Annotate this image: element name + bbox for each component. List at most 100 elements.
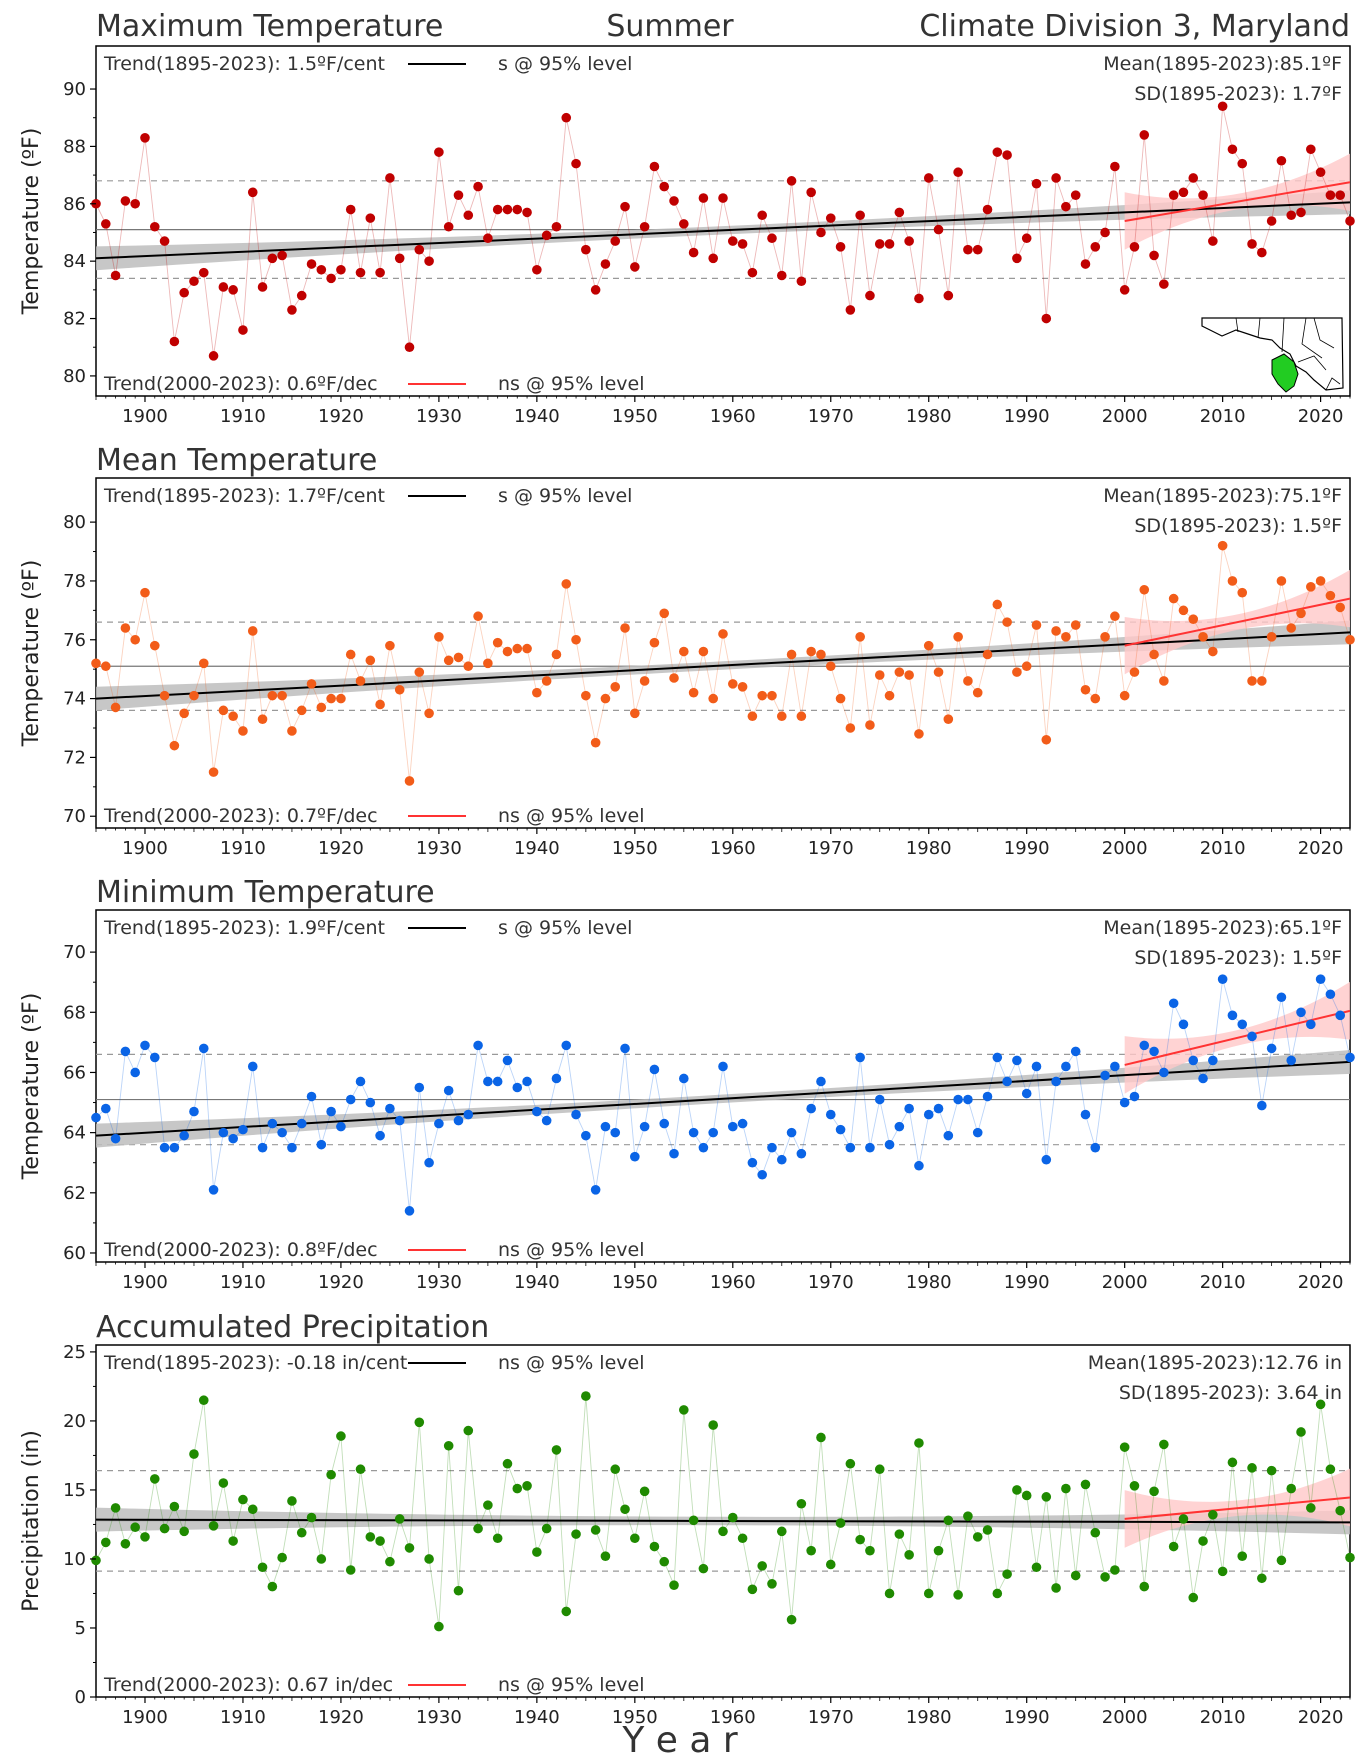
data-point [737,239,748,249]
data-point [1276,155,1287,166]
x-tick-label: 1940 [514,1707,560,1728]
data-point [649,161,660,172]
data-point [1051,173,1061,183]
data-point [1002,1569,1012,1579]
y-tick-label: 80 [63,512,86,533]
mean-annotation: Mean(1895-2023):85.1ºF [1103,53,1342,75]
data-point [1178,187,1189,198]
data-point [669,673,679,683]
data-point [336,693,346,704]
data-point [1110,1061,1120,1072]
data-point [571,1529,581,1539]
data-point [1237,587,1248,598]
data-point [1041,313,1052,324]
data-point [326,273,336,284]
data-point [257,714,268,724]
data-point [483,233,493,244]
trend-short-significance: ns @ 95% level [498,373,644,395]
data-point [1188,614,1199,624]
data-point [923,1588,934,1599]
data-point [345,649,356,660]
data-point [1276,992,1287,1003]
x-tick-label: 2020 [1298,1272,1344,1293]
data-point [963,676,973,686]
data-point [434,147,444,157]
data-point [1188,1592,1199,1603]
data-point [914,1438,924,1448]
y-tick-label: 88 [63,136,86,157]
data-point [179,1526,189,1537]
data-point [972,244,983,255]
data-point [1325,989,1336,1000]
data-point [884,1139,895,1150]
data-point [532,1547,542,1557]
data-point [786,1127,797,1138]
data-point [669,1580,679,1590]
x-tick-label: 2010 [1200,1707,1246,1728]
y-tick-label: 72 [63,747,86,768]
data-point [1129,667,1140,677]
data-point [581,1130,591,1141]
data-point [492,1076,503,1087]
data-point [1217,974,1228,984]
data-point [581,1391,591,1401]
data-point [992,1588,1003,1599]
data-point [600,1121,611,1132]
data-point [1168,593,1179,604]
data-point [894,1121,905,1132]
data-point [443,655,454,666]
y-tick-label: 80 [63,366,86,387]
panel-accumulated-precipitation: Accumulated Precipitation 0 5 10 15 20 25 1900 1… [19,1310,1355,1728]
y-axis-label: Precipitation (in) [19,1430,44,1612]
data-point [247,626,258,636]
data-point [1100,227,1110,238]
data-point [1237,1019,1248,1030]
data-point [1227,576,1238,586]
data-point [316,702,327,713]
data-point [189,690,199,701]
data-point [434,1118,444,1129]
data-point [610,236,621,246]
sd-annotation: SD(1895-2023): 3.64 in [1119,1382,1342,1404]
data-point [620,1043,630,1054]
data-point [1110,611,1120,622]
data-point [1217,1566,1228,1577]
x-tick-label: 2010 [1200,406,1246,427]
data-point [512,204,523,215]
y-tick-label: 62 [63,1183,86,1204]
data-point [1110,1565,1120,1575]
y-tick-label: 10 [63,1549,86,1570]
data-point [1345,1052,1355,1063]
data-point [336,1121,346,1132]
data-point [757,1561,767,1571]
data-point [257,1562,268,1573]
data-point [541,1115,552,1126]
data-point [120,1538,131,1549]
data-point [786,649,797,660]
data-point [992,1052,1003,1063]
data-point [1178,1019,1189,1030]
data-point [639,676,650,686]
data-point [923,173,934,183]
data-point [865,720,875,730]
data-point [198,1043,209,1054]
data-point [953,632,963,642]
data-point [982,1091,993,1102]
data-point [845,305,856,315]
data-point [1296,207,1306,218]
data-point [747,1584,758,1595]
short-trend-line [1124,1496,1350,1520]
data-point [91,1112,101,1123]
data-point [688,687,699,698]
y-tick-label: 86 [63,194,86,215]
data-point [571,634,581,645]
data-point [1325,590,1336,601]
data-point [630,262,640,272]
data-point [208,1184,219,1195]
data-point [914,1160,924,1171]
data-point [238,325,248,335]
data-point [1159,279,1169,289]
data-point [630,708,640,719]
data-point [1286,1055,1297,1066]
plot-area [96,545,1350,781]
